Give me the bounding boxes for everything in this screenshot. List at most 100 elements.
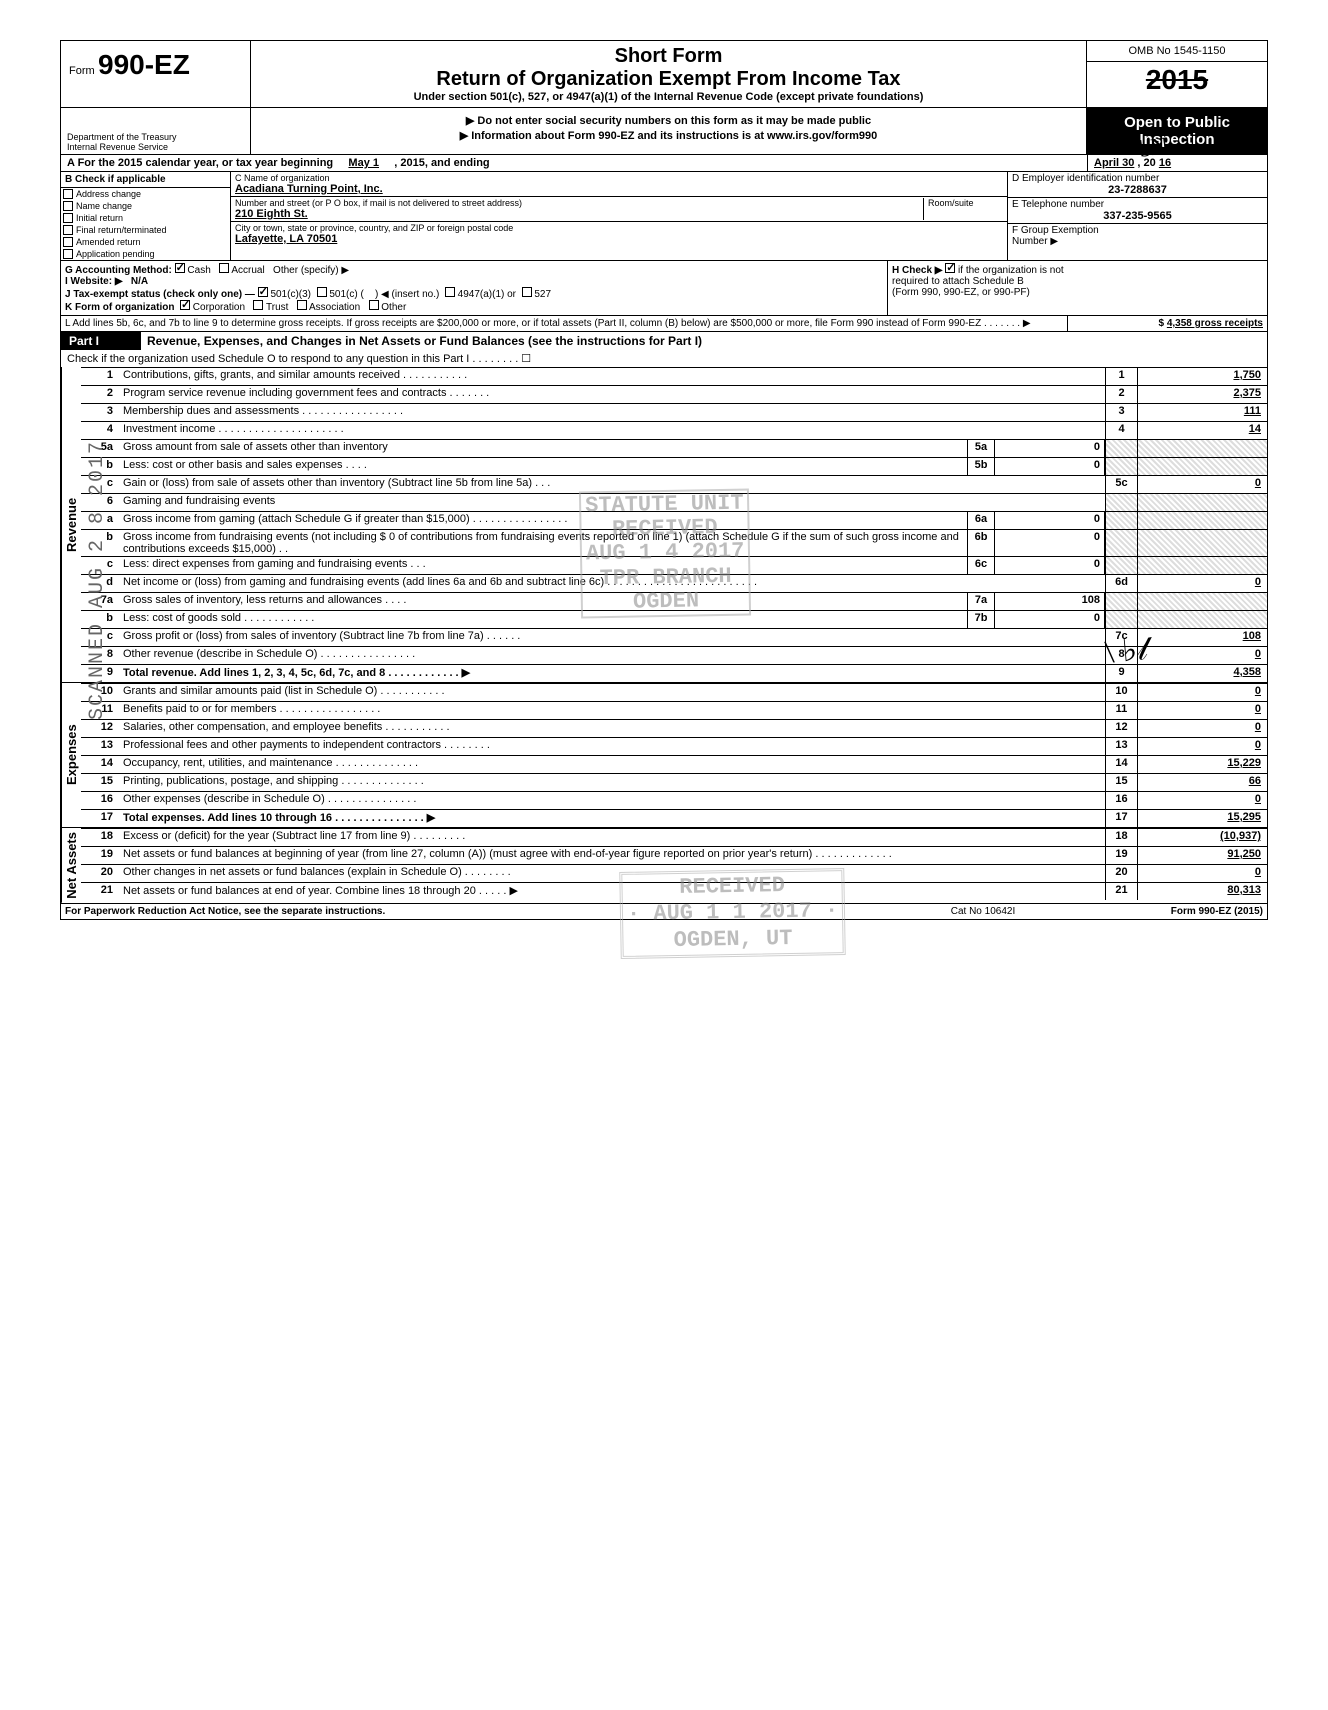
- lbl-insert-no: ) ◀ (insert no.): [375, 289, 439, 300]
- line-h-text: if the organization is not: [958, 265, 1064, 276]
- ld: Benefits paid to or for members . . . . …: [119, 702, 1105, 719]
- scanned-side-stamp: SCANNED AUG 2 8 2017: [86, 440, 109, 720]
- ln: 2: [81, 386, 119, 403]
- chk-corp[interactable]: [180, 300, 190, 310]
- col-c-org: C Name of organization Acadiana Turning …: [231, 172, 1007, 260]
- arrow-line-1: ▶ Do not enter social security numbers o…: [261, 114, 1076, 127]
- lbl-501c3: 501(c)(3): [270, 289, 311, 300]
- chk-trust[interactable]: [253, 300, 263, 310]
- ld: Net assets or fund balances at beginning…: [119, 847, 1105, 864]
- chk-amended[interactable]: [63, 237, 73, 247]
- line-l-dollar: $: [1158, 318, 1164, 329]
- lmn: 6b: [967, 530, 995, 556]
- lbl-corp: Corporation: [193, 302, 245, 313]
- line-i-label: I Website: ▶: [65, 276, 123, 287]
- street-value: 210 Eighth St.: [235, 208, 923, 220]
- line-l-value: 4,358 gross receipts: [1167, 318, 1263, 329]
- lbn: 12: [1105, 720, 1137, 737]
- ld: Professional fees and other payments to …: [119, 738, 1105, 755]
- ln: 14: [81, 756, 119, 773]
- expenses-side-label: Expenses: [61, 683, 81, 827]
- ld: Salaries, other compensation, and employ…: [119, 720, 1105, 737]
- part1-label: Part I: [61, 332, 141, 350]
- shaded: [1137, 494, 1267, 511]
- chk-label: Final return/terminated: [76, 225, 167, 235]
- ld: Less: cost of goods sold . . . . . . . .…: [119, 611, 967, 628]
- row-a-mid: , 2015, and ending: [394, 157, 489, 169]
- ld: Gaming and fundraising events: [119, 494, 1105, 511]
- instruction-arrows: ▶ Do not enter social security numbers o…: [251, 108, 1087, 154]
- ln: 3: [81, 404, 119, 421]
- chk-address[interactable]: [63, 189, 73, 199]
- lmn: 7b: [967, 611, 995, 628]
- ld: Program service revenue including govern…: [119, 386, 1105, 403]
- chk-other-org[interactable]: [369, 300, 379, 310]
- chk-final[interactable]: [63, 225, 73, 235]
- lbn: 21: [1105, 883, 1137, 900]
- year-struck: 2015: [1146, 64, 1208, 95]
- chk-initial[interactable]: [63, 213, 73, 223]
- open-to-public: Open to Public Inspection: [1087, 108, 1267, 154]
- shaded: [1105, 494, 1137, 511]
- shaded: [1105, 440, 1137, 457]
- title-short: Short Form: [261, 45, 1076, 68]
- lbn: 2: [1105, 386, 1137, 403]
- footer-form: Form 990-EZ (2015): [1083, 906, 1263, 917]
- line-g-label: G Accounting Method:: [65, 265, 172, 276]
- chk-name[interactable]: [63, 201, 73, 211]
- lmv: 0: [995, 458, 1105, 475]
- ld: Printing, publications, postage, and shi…: [119, 774, 1105, 791]
- chk-assoc[interactable]: [297, 300, 307, 310]
- shaded: [1137, 557, 1267, 574]
- lv: 0: [1137, 647, 1267, 664]
- chk-527[interactable]: [522, 287, 532, 297]
- shaded: [1105, 611, 1137, 628]
- chk-4947[interactable]: [445, 287, 455, 297]
- lbl-trust: Trust: [266, 302, 288, 313]
- open-line-2: Inspection: [1093, 131, 1261, 148]
- lbn: 17: [1105, 810, 1137, 827]
- line-k-label: K Form of organization: [65, 302, 174, 313]
- row-a-end: April 30 , 20 16: [1087, 155, 1267, 171]
- form-990ez: Form 990-EZ Short Form Return of Organiz…: [60, 40, 1268, 920]
- lv: 80,313: [1137, 883, 1267, 900]
- form-number-cell: Form 990-EZ: [61, 41, 251, 107]
- shaded: [1137, 458, 1267, 475]
- lmv: 108: [995, 593, 1105, 610]
- lmv: 0: [995, 530, 1105, 556]
- lv: 15,229: [1137, 756, 1267, 773]
- chk-app-pending[interactable]: [63, 249, 73, 259]
- row-a-text: A For the 2015 calendar year, or tax yea…: [61, 155, 1087, 171]
- lv: 0: [1137, 684, 1267, 701]
- lmv: 0: [995, 557, 1105, 574]
- chk-cash[interactable]: [175, 263, 185, 273]
- lbl-4947: 4947(a)(1) or: [458, 289, 516, 300]
- line-l-text: L Add lines 5b, 6c, and 7b to line 9 to …: [61, 316, 1067, 331]
- ln: 18: [81, 829, 119, 846]
- lbn: 19: [1105, 847, 1137, 864]
- lmv: 0: [995, 512, 1105, 529]
- chk-h[interactable]: [945, 263, 955, 273]
- lbn: 10: [1105, 684, 1137, 701]
- chk-501c3[interactable]: [258, 287, 268, 297]
- ln: 20: [81, 865, 119, 882]
- ln: 21: [81, 883, 119, 900]
- chk-501c[interactable]: [317, 287, 327, 297]
- ld: Net income or (loss) from gaming and fun…: [119, 575, 1105, 592]
- arrow-line-2: ▶ Information about Form 990-EZ and its …: [261, 129, 1076, 142]
- chk-label: Initial return: [76, 213, 123, 223]
- dept-irs: Internal Revenue Service: [67, 142, 244, 152]
- part1-check: Check if the organization used Schedule …: [61, 350, 1267, 367]
- lv: 66: [1137, 774, 1267, 791]
- ld: Occupancy, rent, utilities, and maintena…: [119, 756, 1105, 773]
- shaded: [1137, 512, 1267, 529]
- ein-label: D Employer identification number: [1012, 173, 1263, 184]
- lbn: 5c: [1105, 476, 1137, 493]
- title-cell: Short Form Return of Organization Exempt…: [251, 41, 1087, 107]
- line-j-label: J Tax-exempt status (check only one) —: [65, 289, 255, 300]
- lbn: 11: [1105, 702, 1137, 719]
- room-label: Room/suite: [928, 198, 1003, 208]
- ln: 16: [81, 792, 119, 809]
- chk-accrual[interactable]: [219, 263, 229, 273]
- phone-value: 337-235-9565: [1012, 210, 1263, 222]
